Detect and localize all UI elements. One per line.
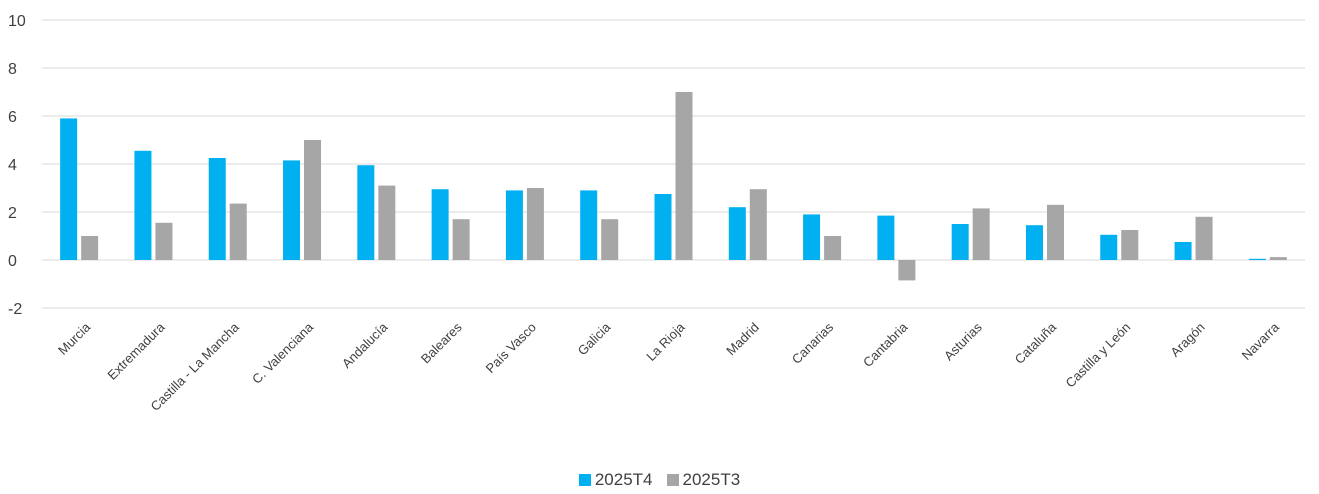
y-tick-label: 6	[8, 109, 17, 126]
bar-2025t4	[208, 158, 226, 260]
bar-2025t4	[431, 189, 449, 260]
y-tick-label: 4	[8, 157, 17, 174]
bar-2025t4	[654, 194, 672, 260]
y-tick-label: 0	[8, 253, 17, 270]
bar-2025t4	[1174, 242, 1192, 260]
x-tick-label: Castilla y León	[1062, 320, 1133, 391]
bar-2025t3	[378, 185, 396, 260]
x-tick-label: Navarra	[1239, 319, 1283, 363]
bar-2025t3	[601, 219, 619, 260]
bar-2025t3	[155, 222, 173, 260]
bar-2025t4	[357, 165, 375, 260]
x-tick-label: La Rioja	[643, 319, 688, 364]
bar-2025t4	[1248, 258, 1266, 260]
bar-2025t4	[803, 214, 821, 260]
bar-2025t3	[972, 208, 990, 260]
bar-2025t4	[951, 224, 969, 260]
x-tick-label: Aragón	[1167, 320, 1207, 360]
x-tick-label: Cataluña	[1012, 319, 1060, 367]
bar-2025t3	[898, 260, 916, 281]
y-tick-label: 10	[8, 13, 26, 30]
x-tick-label: Baleares	[418, 319, 465, 366]
bar-2025t4	[60, 118, 78, 261]
x-tick-label: País Vasco	[483, 320, 539, 376]
y-axis-ticks: -2 0 2 4 6 8 10	[8, 13, 26, 318]
x-tick-label: C. Valenciana	[249, 319, 317, 387]
bar-2025t4	[283, 160, 301, 260]
bar-2025t3	[1121, 230, 1139, 260]
legend-label-2025t4: 2025T4	[594, 470, 653, 489]
bar-2025t4	[580, 190, 598, 260]
y-tick-label: -2	[8, 301, 22, 318]
bar-2025t4	[728, 207, 746, 260]
y-tick-label: 2	[8, 205, 17, 222]
legend-item-2025t4: 2025T4	[578, 470, 653, 490]
bar-2025t3	[824, 236, 842, 260]
bar-2025t4	[505, 190, 523, 260]
legend-swatch-2025t4	[578, 474, 591, 486]
bar-2025t4	[1025, 225, 1043, 260]
bar-2025t3	[304, 140, 322, 260]
bar-2025t3	[229, 203, 247, 260]
x-tick-label: Andalucía	[339, 319, 391, 371]
bar-2025t3	[81, 236, 99, 260]
bar-2025t3	[749, 189, 767, 260]
bar-2025t3	[1046, 204, 1064, 260]
legend: 2025T4 2025T3	[0, 470, 1319, 490]
bar-2025t4	[1100, 234, 1118, 260]
bars	[60, 92, 1287, 281]
y-tick-label: 8	[8, 61, 17, 78]
x-tick-label: Madrid	[723, 320, 762, 359]
bar-2025t4	[877, 215, 895, 260]
bar-2025t3	[1269, 257, 1287, 260]
x-tick-label: Canarias	[789, 319, 837, 367]
legend-swatch-2025t3	[666, 474, 679, 486]
bar-2025t3	[526, 188, 544, 260]
gridlines	[42, 19, 1305, 309]
bar-2025t3	[452, 219, 470, 260]
bar-2025t3	[675, 92, 693, 260]
bar-2025t4	[134, 150, 152, 260]
x-tick-label: Extremadura	[104, 319, 168, 383]
x-tick-label: Cantabria	[860, 319, 911, 370]
x-tick-label: Galicia	[575, 319, 614, 358]
bar-2025t3	[1195, 216, 1213, 260]
x-tick-label: Asturias	[941, 319, 985, 363]
legend-item-2025t3: 2025T3	[666, 470, 741, 490]
x-tick-label: Murcia	[55, 319, 94, 358]
legend-label-2025t3: 2025T3	[682, 470, 741, 489]
